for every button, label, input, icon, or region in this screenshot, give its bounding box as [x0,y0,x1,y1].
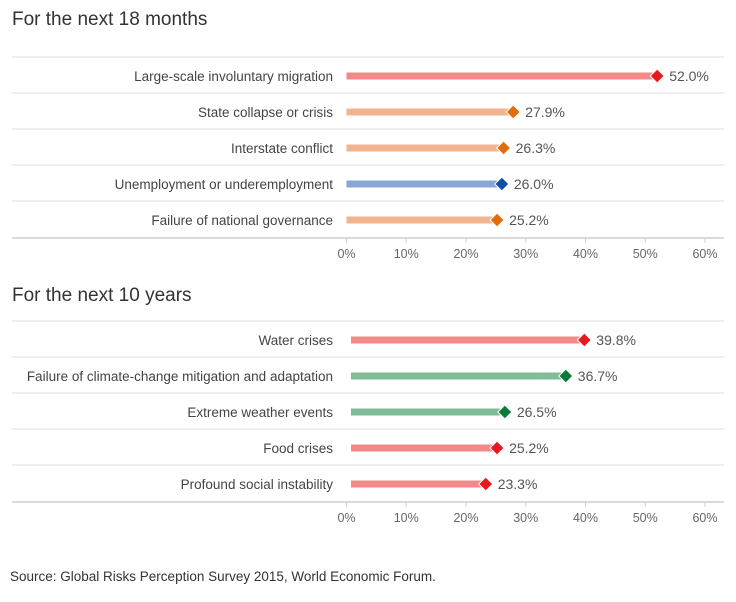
x-tick-label: 60% [692,511,717,525]
bar [351,444,498,452]
bar [351,336,585,344]
bar [346,108,514,116]
category-label: Failure of climate-change mitigation and… [27,369,333,384]
value-marker-diamond [489,440,505,456]
bar [346,216,498,224]
x-tick-label: 50% [633,511,658,525]
x-tick-label: 20% [453,511,478,525]
category-label: State collapse or crisis [198,105,333,120]
x-tick-label: 10% [394,247,419,261]
value-label: 52.0% [669,68,709,84]
source-note: Source: Global Risks Perception Survey 2… [10,569,436,584]
bar [346,180,502,188]
value-label: 26.3% [516,140,556,156]
x-tick-label: 60% [692,247,717,261]
value-marker-diamond [558,368,574,384]
category-label: Food crises [263,441,333,456]
category-label: Large-scale involuntary migration [134,69,333,84]
category-label: Water crises [258,333,333,348]
value-label: 25.2% [509,212,549,228]
value-label: 23.3% [498,476,538,492]
bar [346,144,504,152]
value-label: 27.9% [525,104,565,120]
value-marker-diamond [495,140,512,156]
x-tick-label: 10% [394,511,419,525]
value-label: 39.8% [596,332,636,348]
value-marker-diamond [497,404,513,420]
x-tick-label: 0% [337,511,355,525]
category-label: Extreme weather events [187,405,333,420]
category-label: Failure of national governance [151,213,333,228]
x-tick-label: 30% [513,247,538,261]
value-marker-diamond [576,332,593,348]
x-tick-label: 20% [453,247,478,261]
bar [351,408,505,416]
chart-title-10-years: For the next 10 years [12,285,192,306]
bar [346,72,658,80]
value-label: 26.5% [517,404,557,420]
x-tick-label: 30% [513,511,538,525]
x-tick-label: 0% [337,247,355,261]
x-tick-label: 40% [573,247,598,261]
value-marker-diamond [649,68,665,84]
value-label: 26.0% [514,176,554,192]
x-tick-label: 40% [573,511,598,525]
chart-title-18-months: For the next 18 months [12,9,208,30]
x-tick-label: 50% [633,247,658,261]
value-marker-diamond [489,212,505,228]
category-label: Unemployment or underemployment [115,177,334,192]
value-label: 25.2% [509,440,549,456]
value-label: 36.7% [578,368,618,384]
value-marker-diamond [478,476,494,492]
value-marker-diamond [505,104,521,120]
bar [351,480,486,488]
category-label: Interstate conflict [231,141,333,156]
value-marker-diamond [494,176,510,192]
bar [351,372,566,380]
category-label: Profound social instability [181,477,334,492]
